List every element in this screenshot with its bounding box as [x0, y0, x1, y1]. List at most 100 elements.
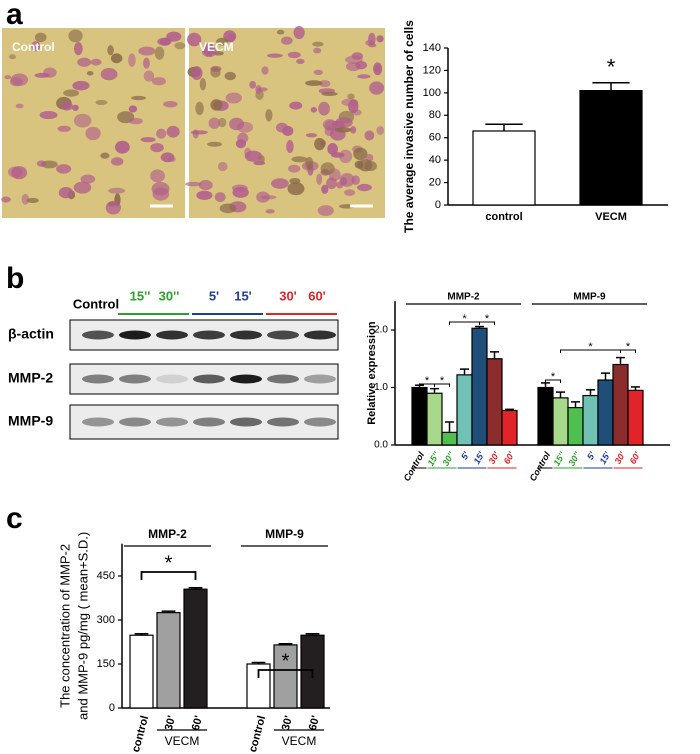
cell — [143, 57, 150, 69]
cell — [219, 203, 237, 214]
cell — [15, 103, 24, 109]
x-tick-label: 15' — [598, 449, 613, 465]
cell — [73, 181, 92, 194]
cell — [196, 190, 213, 201]
y-tick-label: 20 — [429, 176, 441, 188]
cell — [216, 37, 228, 46]
cell — [72, 80, 90, 91]
bar — [273, 644, 298, 709]
band — [193, 330, 225, 340]
significance-mark: * — [607, 55, 616, 80]
cell — [321, 184, 329, 194]
cell — [288, 164, 301, 173]
lane-label: 30' — [279, 288, 297, 303]
cell — [214, 192, 226, 203]
cell — [166, 125, 180, 138]
cell — [63, 89, 80, 97]
significance-mark: * — [588, 341, 593, 353]
cell — [312, 41, 324, 47]
cell — [198, 180, 213, 191]
cell — [369, 81, 385, 95]
cell — [210, 67, 221, 78]
cell — [218, 117, 227, 128]
micrograph-label: Control — [12, 40, 55, 54]
group-title: MMP-9 — [265, 527, 304, 541]
x-tick-label: 5' — [459, 449, 472, 461]
cell — [60, 101, 73, 111]
cell — [340, 177, 347, 186]
cell — [57, 125, 71, 132]
category-group-label: VECM — [165, 734, 200, 748]
cell — [195, 101, 204, 116]
y-tick-label: 40 — [429, 154, 441, 166]
cell — [305, 156, 314, 170]
cell — [187, 32, 202, 47]
significance-mark: * — [626, 341, 631, 353]
cell — [225, 92, 242, 104]
x-tick-label: control — [485, 211, 522, 223]
x-tick-label: control — [130, 714, 151, 753]
x-tick-label: 60' — [628, 449, 643, 465]
cell — [227, 33, 235, 43]
cell — [192, 129, 199, 139]
blot-row-label: MMP-2 — [8, 370, 53, 386]
micrograph-label: VECM — [199, 40, 234, 54]
cell — [320, 162, 335, 175]
western-blot: Control 15'' 30'' 5' 15' 30' 60' β-actin MMP-2 MM… — [8, 288, 339, 440]
cell — [199, 77, 207, 91]
cell — [364, 130, 375, 141]
cell — [108, 187, 126, 194]
band — [267, 417, 299, 427]
cell — [21, 193, 30, 205]
band — [267, 374, 299, 384]
cell — [255, 85, 262, 94]
cell — [224, 71, 236, 81]
bar — [552, 397, 569, 446]
group-title: MMP-2 — [148, 527, 187, 541]
cell — [77, 57, 92, 67]
cell — [327, 143, 338, 155]
band — [304, 374, 336, 384]
cell — [11, 166, 28, 180]
cell — [73, 42, 83, 56]
significance-bracket — [545, 379, 561, 383]
significance-bracket — [140, 571, 197, 580]
cell — [310, 106, 318, 113]
cell — [334, 127, 352, 133]
cell — [1, 196, 11, 203]
significance-bracket — [257, 669, 314, 678]
cell — [58, 186, 74, 199]
x-tick-label: 5' — [585, 449, 598, 461]
bar — [597, 379, 614, 446]
cell — [271, 178, 289, 189]
cell — [335, 117, 353, 128]
y-tick-label: 0.0 — [374, 440, 388, 451]
cell — [95, 99, 108, 106]
cell — [151, 77, 167, 86]
y-axis-label: The average invasive number of cells — [402, 20, 416, 233]
cell — [174, 42, 186, 50]
significance-mark: * — [440, 375, 445, 387]
x-tick-label: 15'' — [425, 449, 441, 467]
significance-mark: * — [462, 313, 467, 325]
cell — [10, 73, 29, 87]
band — [156, 330, 188, 340]
cell — [357, 160, 364, 170]
cell — [351, 175, 360, 185]
significance-bracket — [434, 383, 450, 387]
y-tick-label: 140 — [423, 42, 441, 54]
cell — [287, 51, 301, 59]
cell — [286, 139, 294, 154]
cell — [316, 173, 323, 185]
bar — [567, 407, 584, 446]
cell — [368, 32, 376, 46]
bar — [441, 431, 458, 446]
cell — [110, 157, 124, 166]
band — [156, 417, 188, 427]
lane-label: 60' — [308, 288, 326, 303]
cell — [237, 132, 249, 144]
significance-mark: * — [485, 313, 490, 325]
cell — [85, 126, 101, 141]
y-tick-label: 60 — [429, 132, 441, 144]
x-tick-label: 30'' — [566, 449, 582, 467]
